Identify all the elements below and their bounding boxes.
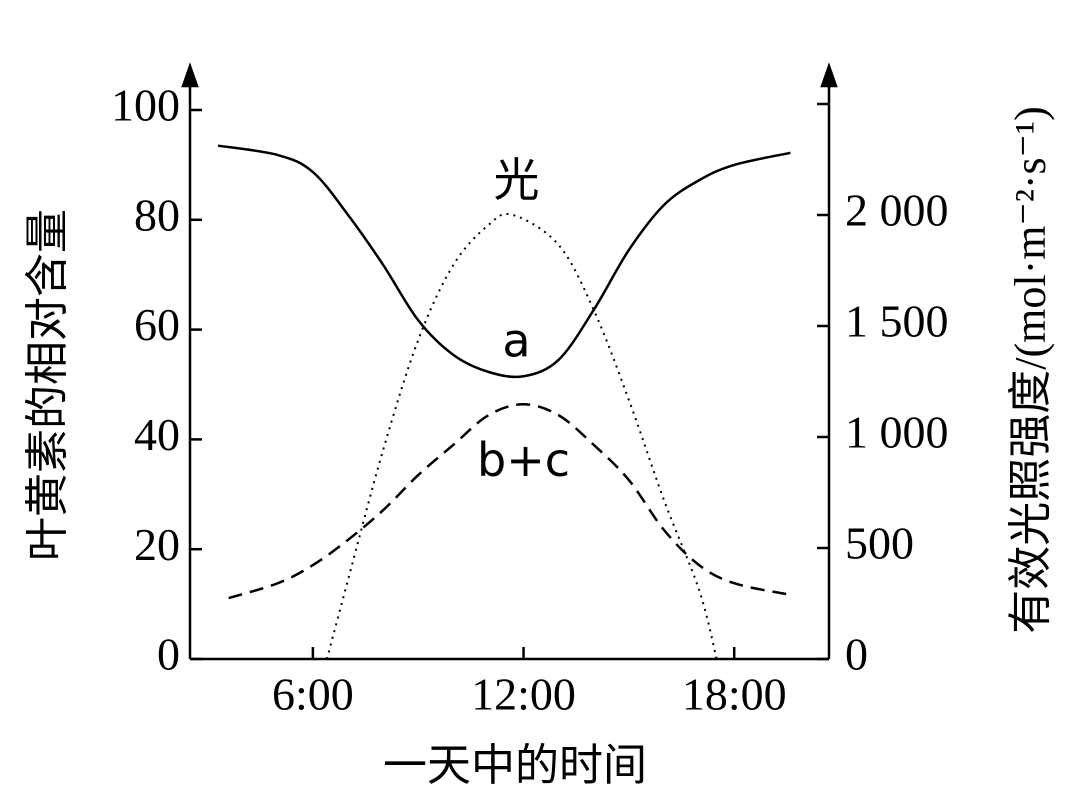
series-label: 光 [494,153,540,207]
y2-tick-label: 0 [845,629,868,680]
y-tick-label: 0 [157,629,180,680]
x-tick-label: 6:00 [272,669,354,720]
x-tick-label: 12:00 [471,669,576,720]
series-line [228,403,788,600]
y-axis-label: 叶黄素的相对含量 [23,209,72,561]
y2-tick-label: 500 [845,518,914,569]
y-tick-label: 20 [134,519,180,570]
y-tick-label: 100 [111,80,180,131]
y2-arrow [820,62,838,88]
series-label: a [502,313,530,367]
x-tick-label: 18:00 [682,669,787,720]
y2-tick-label: 1 500 [845,296,949,347]
axes [181,62,838,661]
y-tick-label: 80 [134,189,180,240]
y-arrow [181,62,199,88]
y-tick-label: 60 [134,299,180,350]
series-label: b+c [477,433,570,487]
y2-tick-label: 2 000 [845,185,949,236]
x-axis-label: 一天中的时间 [383,741,647,790]
y-tick-label: 40 [134,409,180,460]
y2-axis-label: 有效光照强度/(mol·m⁻²·s⁻¹) [1006,106,1055,633]
y2-tick-label: 1 000 [845,407,949,458]
series-line [217,144,791,379]
